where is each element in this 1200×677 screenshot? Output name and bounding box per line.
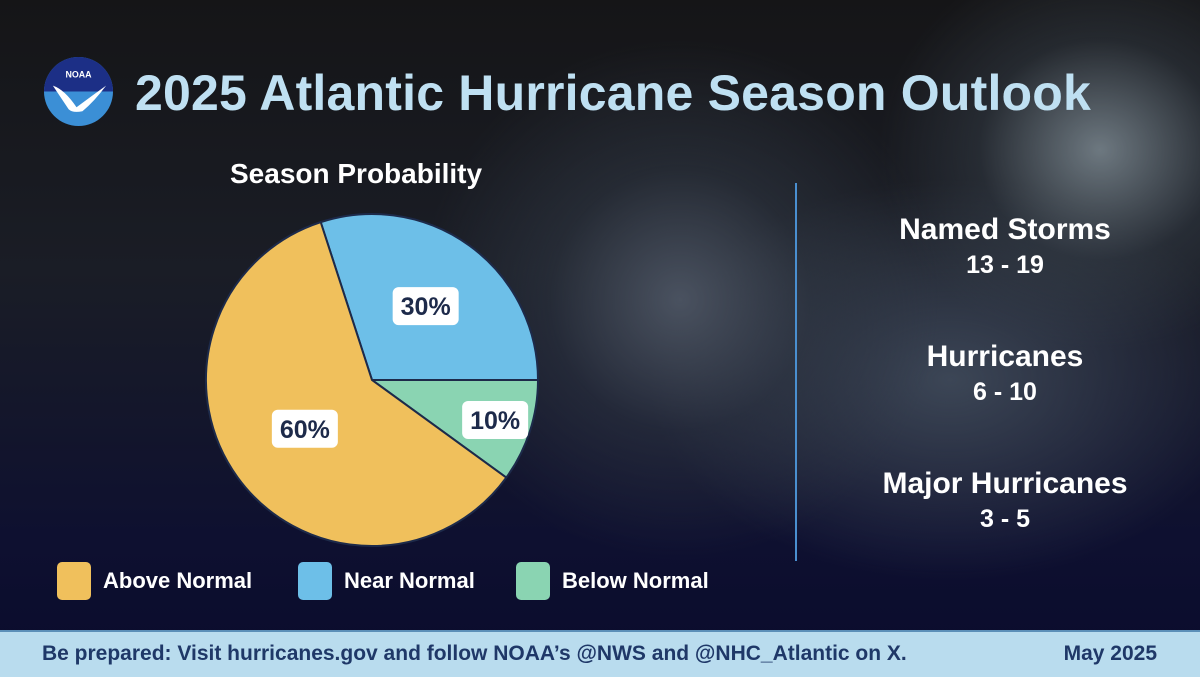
footer-message: Be prepared: Visit hurricanes.gov and fo… [42, 642, 907, 665]
stat-range: 6 - 10 [973, 378, 1037, 406]
legend-item-near-normal: Near Normal [298, 562, 475, 600]
stat-named-storms: Named Storms 13 - 19 [820, 213, 1190, 280]
slice-label-text: 30% [401, 293, 451, 321]
slice-label: 60% [271, 409, 338, 448]
stat-range: 3 - 5 [979, 505, 1031, 533]
pie-chart: 30% 10% 60% [205, 213, 540, 547]
stat-heading: Hurricanes [926, 340, 1084, 373]
svg-text:NOAA: NOAA [65, 70, 92, 80]
divider [795, 183, 797, 561]
slice-label: 10% [462, 401, 529, 440]
stat-heading: Named Storms [899, 213, 1111, 246]
chart-title: Season Probability [230, 158, 483, 189]
stat-heading: Major Hurricanes [882, 467, 1128, 500]
footer-bar: Be prepared: Visit hurricanes.gov and fo… [0, 630, 1200, 677]
legend-swatch [57, 562, 91, 600]
legend-item-below-normal: Below Normal [516, 562, 709, 600]
slice-label-text: 60% [280, 416, 330, 444]
footer-date: May 2025 [1063, 642, 1157, 665]
legend-label: Above Normal [103, 568, 253, 593]
legend-label: Near Normal [344, 568, 475, 593]
legend-label: Below Normal [562, 568, 709, 593]
stat-range: 13 - 19 [966, 251, 1044, 279]
label-box [462, 401, 529, 440]
page-title: 2025 Atlantic Hurricane Season Outlook [135, 65, 1092, 121]
legend-item-above-normal: Above Normal [57, 562, 252, 600]
pie-slice-above-normal [205, 220, 508, 547]
slice-label-text: 10% [470, 407, 520, 435]
stat-major-hurricanes: Major Hurricanes 3 - 5 [820, 467, 1190, 534]
noaa-logo: NOAA [43, 56, 114, 127]
legend-swatch [298, 562, 332, 600]
slice-label: 30% [392, 287, 459, 326]
label-box [271, 409, 338, 448]
label-box [392, 287, 459, 326]
legend-swatch [516, 562, 550, 600]
stat-hurricanes: Hurricanes 6 - 10 [820, 340, 1190, 407]
